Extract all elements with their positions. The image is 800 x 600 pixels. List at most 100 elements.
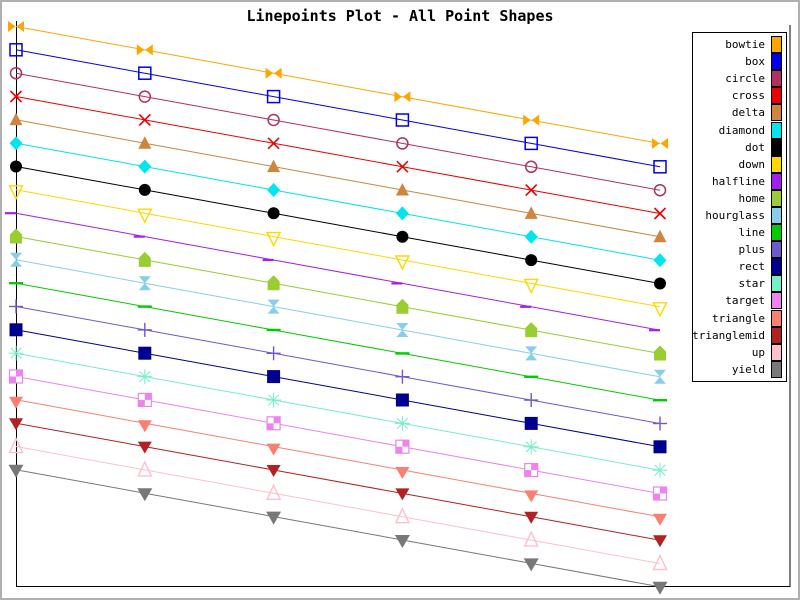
legend-item-diamond: diamond bbox=[693, 121, 782, 139]
down-marker-icon bbox=[137, 208, 153, 224]
box-marker-icon bbox=[524, 136, 538, 151]
trianglemid-marker-icon bbox=[653, 535, 667, 548]
cross-marker-icon bbox=[396, 160, 409, 173]
hourglass-marker-icon bbox=[10, 252, 22, 267]
chart-title: Linepoints Plot - All Point Shapes bbox=[246, 7, 554, 25]
legend-item-cross: cross bbox=[693, 87, 782, 105]
legend-swatch bbox=[771, 87, 782, 105]
circle-marker-icon bbox=[9, 66, 23, 80]
delta-marker-icon bbox=[267, 159, 281, 173]
legend-label: star bbox=[738, 277, 766, 291]
triangle-marker-icon bbox=[524, 490, 539, 503]
up-marker-icon bbox=[394, 507, 410, 524]
legend-label: bowtie bbox=[725, 38, 765, 52]
legend-swatch bbox=[771, 172, 782, 190]
legend-swatch bbox=[771, 121, 782, 139]
up-marker-icon bbox=[652, 553, 668, 571]
legend-swatch bbox=[771, 206, 782, 224]
series-line-star bbox=[15, 352, 661, 471]
legend-label: dot bbox=[745, 140, 765, 154]
series-line-yield bbox=[15, 469, 661, 588]
dot-marker-icon bbox=[525, 254, 538, 267]
home-marker-icon bbox=[525, 322, 538, 338]
plus-marker-icon bbox=[9, 299, 23, 314]
triangle-marker-icon bbox=[9, 396, 23, 409]
legend-label: diamond bbox=[718, 123, 765, 137]
star-marker-icon bbox=[652, 462, 668, 478]
delta-marker-icon bbox=[653, 229, 667, 243]
target-marker-icon bbox=[266, 416, 281, 431]
legend-item-bowtie: bowtie bbox=[693, 36, 782, 54]
legend-item-target: target bbox=[693, 292, 782, 310]
delta-marker-icon bbox=[9, 112, 23, 126]
legend-item-delta: delta bbox=[693, 104, 782, 122]
box-marker-icon bbox=[9, 43, 23, 57]
star-marker-icon bbox=[394, 415, 410, 431]
legend-item-dot: dot bbox=[693, 138, 782, 156]
down-marker-icon bbox=[652, 302, 668, 318]
legend-swatch bbox=[771, 36, 782, 54]
cross-marker-icon bbox=[525, 184, 538, 197]
star-marker-icon bbox=[137, 369, 153, 385]
legend-swatch bbox=[771, 224, 782, 242]
target-marker-icon bbox=[137, 392, 152, 407]
box-marker-icon bbox=[138, 66, 152, 80]
target-marker-icon bbox=[524, 463, 539, 478]
bowtie-marker-icon bbox=[136, 44, 153, 56]
home-marker-icon bbox=[267, 275, 280, 291]
cross-marker-icon bbox=[138, 113, 151, 126]
legend-item-box: box bbox=[693, 53, 782, 71]
legend-item-plus: plus bbox=[693, 241, 782, 259]
legend-label: up bbox=[751, 345, 765, 359]
series-line-target bbox=[15, 376, 661, 494]
target-marker-icon bbox=[8, 369, 24, 384]
legend-label: down bbox=[738, 157, 766, 171]
legend-swatch bbox=[771, 309, 782, 327]
series-line-up bbox=[15, 446, 661, 564]
legend-label: cross bbox=[731, 89, 765, 103]
series-line-delta bbox=[15, 119, 661, 238]
legend-label: halfline bbox=[712, 174, 765, 188]
dot-marker-icon bbox=[654, 277, 666, 290]
up-marker-icon bbox=[137, 460, 153, 477]
delta-marker-icon bbox=[138, 136, 152, 149]
legend-item-trianglemid: trianglemid bbox=[692, 326, 782, 344]
legend-item-rect: rect bbox=[693, 258, 782, 276]
diamond-marker-icon bbox=[524, 229, 538, 244]
hourglass-marker-icon bbox=[525, 346, 538, 361]
down-marker-icon bbox=[8, 185, 24, 201]
trianglemid-marker-icon bbox=[9, 418, 23, 431]
series-line-rect bbox=[15, 329, 661, 448]
legend-swatch bbox=[771, 241, 782, 259]
home-marker-icon bbox=[396, 298, 409, 314]
legend-swatch bbox=[771, 343, 782, 361]
down-marker-icon bbox=[523, 278, 539, 294]
dot-marker-icon bbox=[10, 160, 22, 173]
legend-label: yield bbox=[731, 362, 765, 376]
hourglass-marker-icon bbox=[138, 276, 151, 291]
yield-marker-icon bbox=[394, 535, 410, 548]
cross-marker-icon bbox=[267, 137, 280, 150]
diamond-marker-icon bbox=[9, 136, 23, 151]
plus-marker-icon bbox=[137, 322, 152, 337]
box-marker-icon bbox=[395, 113, 410, 127]
legend-item-circle: circle bbox=[693, 70, 782, 88]
diamond-marker-icon bbox=[138, 159, 152, 174]
legend-label: target bbox=[725, 294, 765, 308]
rect-marker-icon bbox=[524, 416, 538, 430]
legend-item-up: up bbox=[693, 343, 782, 361]
legend-item-triangle: triangle bbox=[693, 309, 782, 327]
triangle-marker-icon bbox=[653, 513, 667, 526]
series-line-down bbox=[15, 189, 661, 308]
diamond-marker-icon bbox=[395, 206, 409, 221]
trianglemid-marker-icon bbox=[524, 511, 539, 524]
home-marker-icon bbox=[654, 345, 666, 361]
bowtie-marker-icon bbox=[394, 91, 411, 103]
box-marker-icon bbox=[653, 160, 667, 174]
star-marker-icon bbox=[8, 345, 24, 361]
circle-marker-icon bbox=[524, 160, 538, 174]
star-marker-icon bbox=[266, 392, 282, 408]
legend-box: bowtie box circle cross delta diamond dot down h… bbox=[692, 32, 787, 382]
